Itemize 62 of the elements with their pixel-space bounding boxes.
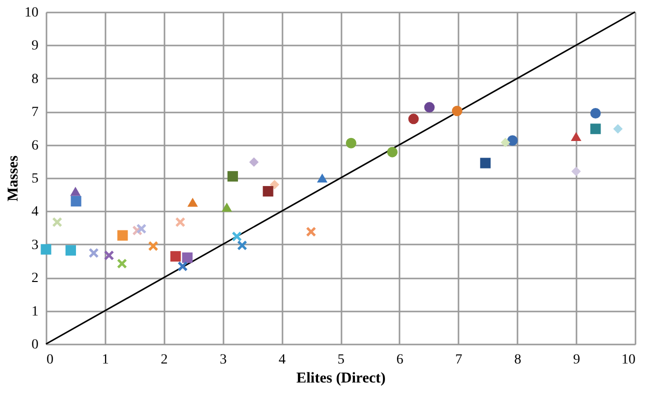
point [232,231,242,242]
point [452,106,462,116]
point [387,146,398,158]
point [178,261,188,272]
x-tick-label: 9 [573,352,580,368]
point [52,217,62,228]
y-axis-title: Masses [6,155,22,202]
point [65,245,76,256]
point [262,186,274,197]
x-tick-label: 0 [46,352,54,368]
y-tick-label: 2 [32,271,38,286]
y-tick-label: 0 [32,338,38,352]
point [249,157,259,167]
point [571,166,581,176]
y-tick-label: 10 [24,6,38,20]
x-tick-label: 4 [278,352,286,368]
x-tick-label: 5 [338,352,344,368]
point [227,171,238,182]
point [507,135,518,146]
point [187,198,198,207]
point [408,114,419,124]
point [70,196,82,206]
point [316,173,328,183]
y-tick-label: 4 [32,204,38,220]
y-tick-label: 3 [32,238,38,253]
point [148,240,158,252]
point [104,250,114,260]
point [590,108,601,118]
y-tick-label: 6 [32,138,38,154]
point [424,102,435,113]
y-tick-label: 1 [32,304,38,320]
x-tick-label: 1 [102,352,109,368]
x-tick-label: 10 [622,352,636,368]
point [170,251,181,262]
point [40,244,52,255]
point [306,226,316,237]
point [116,258,128,269]
point [346,138,356,148]
x-tick-label: 8 [514,352,522,368]
y-tick-label: 9 [32,38,38,54]
point [175,217,186,228]
x-tick-label: 3 [220,352,227,368]
point [88,248,99,258]
point [613,124,623,134]
y-tick-label: 7 [32,105,38,120]
point [237,240,248,251]
y-tick-label: 8 [32,72,38,87]
point [270,180,280,190]
point [136,224,147,234]
x-tick-label: 7 [455,352,462,368]
point [590,124,601,134]
point [480,158,491,168]
x-axis-title: Elites (Direct) [296,370,386,386]
point [570,132,582,142]
point [182,252,193,263]
point [222,202,232,212]
point [70,186,81,196]
x-tick-label: 2 [160,352,168,368]
point [500,138,510,148]
y-tick-label: 5 [32,172,38,186]
point [117,230,128,241]
x-tick-label: 6 [396,352,404,368]
